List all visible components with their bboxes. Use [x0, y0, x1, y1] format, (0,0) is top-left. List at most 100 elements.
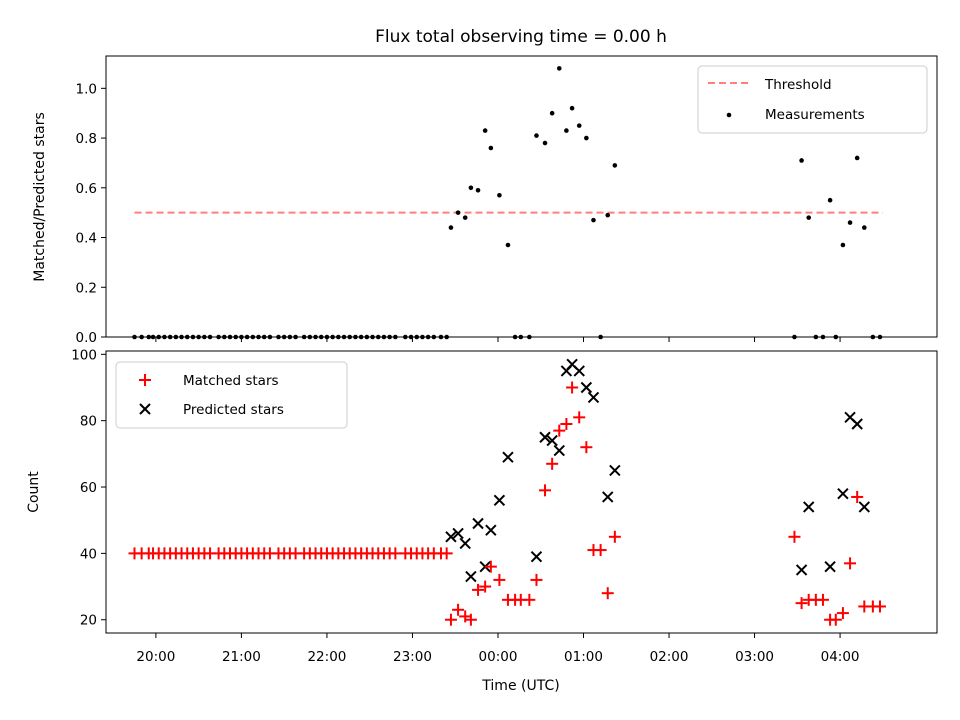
- x-axis: 20:00 21:00 22:00 23:00 00:00 01:00 02:00 03:00…: [136, 633, 860, 665]
- matched-star-point: [484, 560, 497, 573]
- matched-star-point: [795, 597, 808, 610]
- measurement-point: [468, 185, 474, 191]
- top-legend: Threshold Measurements: [697, 65, 928, 134]
- top-axes-frame: [105, 55, 938, 338]
- x-tick-label: 23:00: [393, 649, 432, 665]
- matched-star-point: [464, 613, 477, 626]
- measurement-point: [488, 145, 494, 151]
- measurement-point: [462, 215, 468, 220]
- measurement-point: [556, 66, 562, 71]
- matched-star-point: [836, 607, 849, 620]
- predicted-star-point: [837, 487, 849, 500]
- bottom-subplot: 20 40 60 80 100 20:00 21:00 22:00 23:00 00:00 01:…: [26, 347, 938, 694]
- x-tick-label: 01:00: [564, 649, 603, 665]
- bottom-legend-box: [115, 361, 348, 429]
- matched-star-point: [523, 593, 536, 606]
- measurement-point: [806, 215, 812, 220]
- x-tick-label: 02:00: [650, 649, 689, 665]
- bottom-y-tick-label: 100: [71, 347, 97, 363]
- predicted-star-point: [851, 418, 863, 430]
- predicted-star-point: [445, 531, 457, 543]
- predicted-star-point: [573, 365, 585, 377]
- x-tick-label: 20:00: [136, 649, 175, 665]
- matched-star-point: [566, 381, 579, 394]
- legend-matched-label: Matched stars: [183, 373, 279, 389]
- bottom-y-tick-label: 80: [80, 414, 97, 430]
- legend-measurements-marker: [726, 112, 732, 118]
- x-tick-label: 21:00: [222, 649, 261, 665]
- matched-star-point: [493, 573, 506, 586]
- legend-predicted-label: Predicted stars: [183, 402, 284, 418]
- matched-star-point: [873, 600, 886, 613]
- measurement-point: [612, 163, 618, 168]
- matched-star-point: [539, 484, 552, 497]
- matched-star-point: [788, 530, 801, 543]
- measurement-point: [847, 220, 853, 225]
- x-tick-label: 03:00: [735, 649, 774, 665]
- measurement-point: [549, 110, 555, 116]
- measurement-point: [840, 242, 846, 248]
- predicted-star-point: [459, 537, 471, 550]
- x-tick-label: 04:00: [821, 649, 860, 665]
- predicted-star-point: [452, 527, 464, 540]
- matched-star-point: [479, 580, 492, 593]
- matched-star-point: [594, 544, 607, 557]
- measurement-point: [497, 192, 502, 198]
- top-legend-box: [697, 65, 928, 134]
- measurement-point: [854, 155, 860, 161]
- measurement-point: [448, 225, 454, 230]
- top-y-tick-label: 0.4: [76, 231, 97, 247]
- matched-star-point: [829, 613, 842, 626]
- predicted-star-point: [602, 491, 614, 503]
- top-x-ticks: [155, 337, 841, 342]
- predicted-star-point: [587, 391, 600, 404]
- top-y-axis: 0.0 0.2 0.4 0.6 0.8 1.0: [76, 81, 106, 346]
- top-subplot: 0.0 0.2 0.4 0.6 0.8 1.0 Matched/Predicted sta…: [32, 55, 938, 346]
- bottom-y-tick-label: 20: [80, 613, 97, 629]
- legend-matched-marker: [139, 374, 151, 386]
- predicted-star-point: [485, 524, 497, 536]
- matched-star-point: [553, 424, 566, 437]
- measurement-point: [455, 210, 461, 215]
- top-y-axis-label: Matched/Predicted stars: [32, 112, 48, 282]
- bottom-plot-area: [128, 358, 886, 626]
- predicted-star-point: [553, 444, 565, 457]
- predicted-star-point: [472, 517, 484, 530]
- measurement-point: [576, 123, 582, 128]
- predicted-star-point: [580, 381, 593, 394]
- measurement-point: [564, 128, 569, 133]
- matched-star-point: [580, 441, 593, 454]
- measurement-point: [569, 105, 575, 111]
- bottom-axes-frame: [105, 350, 938, 634]
- bottom-legend: Matched stars Predicted stars: [115, 361, 348, 429]
- bottom-y-tick-label: 40: [80, 546, 97, 562]
- measurement-point: [591, 217, 596, 223]
- legend-measurements-label: Measurements: [765, 107, 865, 123]
- predicted-star-point: [858, 501, 871, 513]
- chart-title: Flux total observing time = 0.00 h: [375, 27, 667, 47]
- measurement-point: [542, 140, 548, 146]
- x-tick-label: 22:00: [307, 649, 346, 665]
- top-y-tick-label: 0.6: [76, 181, 97, 197]
- top-y-tick-label: 0.8: [76, 131, 97, 147]
- predicted-star-point: [502, 451, 514, 463]
- predicted-star-point: [530, 550, 543, 563]
- matched-star-point: [530, 573, 543, 586]
- predicted-star-point: [465, 570, 477, 583]
- measurement-point: [534, 133, 539, 138]
- matched-star-point: [444, 613, 457, 626]
- measurement-point: [605, 212, 611, 218]
- predicted-star-point: [493, 494, 506, 507]
- measurement-point: [482, 128, 488, 133]
- matched-star-point: [608, 530, 621, 543]
- predicted-star-point: [546, 434, 558, 447]
- matched-star-point: [560, 417, 573, 430]
- top-y-tick-label: 1.0: [76, 81, 97, 97]
- matched-star-point: [452, 603, 465, 616]
- predicted-star-point: [795, 564, 808, 576]
- predicted-star-point: [803, 501, 815, 513]
- measurement-point: [475, 187, 481, 193]
- legend-threshold-label: Threshold: [764, 77, 832, 93]
- x-tick-label: 00:00: [479, 649, 518, 665]
